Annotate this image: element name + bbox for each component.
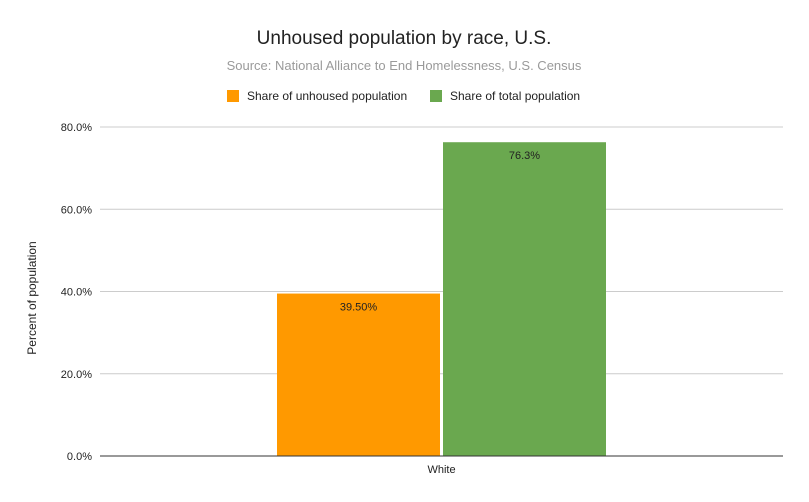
data-labels: 39.50% 76.3% [340,150,540,313]
y-tick-labels: 0.0% 20.0% 40.0% 60.0% 80.0% [61,122,92,463]
x-tick-label: White [427,464,455,476]
y-axis-label: Percent of population [25,241,39,354]
chart-title: Unhoused population by race, U.S. [257,28,552,49]
data-label: 76.3% [509,150,540,162]
y-tick-label: 60.0% [61,204,92,216]
legend-label-total: Share of total population [450,89,580,103]
y-tick-label: 20.0% [61,369,92,381]
bars [277,142,606,456]
legend: Share of unhoused population Share of to… [227,89,580,103]
y-tick-label: 0.0% [67,451,92,463]
legend-swatch-total [430,90,442,102]
y-tick-label: 40.0% [61,287,92,299]
chart-subtitle: Source: National Alliance to End Homeles… [227,58,582,73]
x-tick-labels: White [427,464,455,476]
bar-unhoused [277,293,440,456]
y-tick-label: 80.0% [61,122,92,134]
bar-total [443,142,606,456]
legend-label-unhoused: Share of unhoused population [247,89,407,103]
gridlines [100,126,783,375]
legend-swatch-unhoused [227,90,239,102]
data-label: 39.50% [340,302,378,314]
